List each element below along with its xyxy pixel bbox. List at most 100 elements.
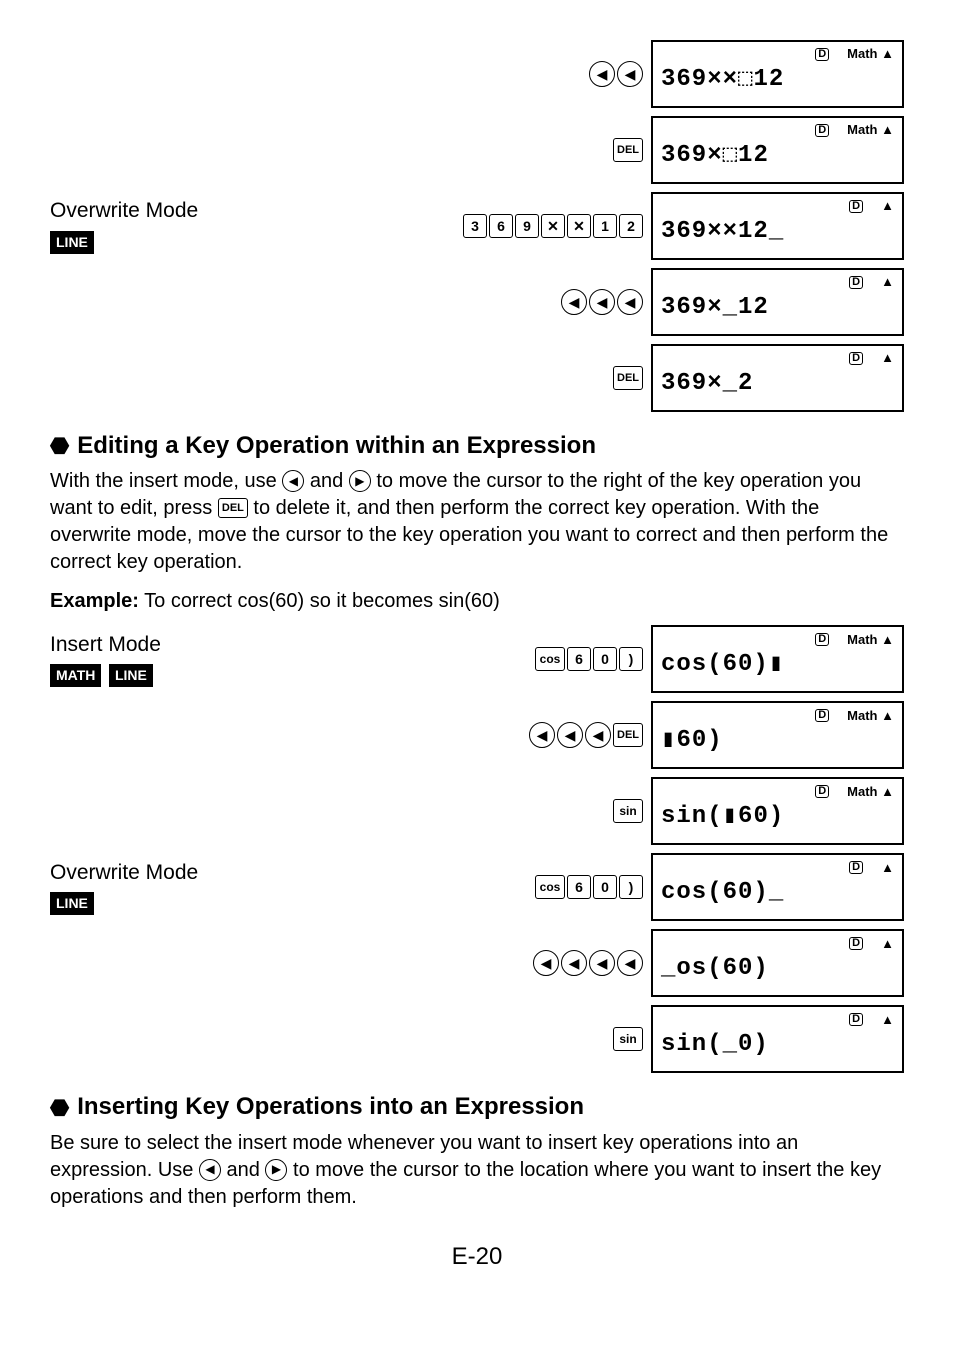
key-sequence: ◀ ◀ ◀ ◀ <box>400 950 651 976</box>
d-indicator: D <box>815 124 829 137</box>
mult-key: ✕ <box>541 214 565 238</box>
heading-text: Inserting Key Operations into an Express… <box>77 1091 584 1123</box>
up-indicator: ▲ <box>881 935 894 953</box>
del-key: DEL <box>613 723 643 747</box>
left-arrow-key: ◀ <box>561 289 587 315</box>
key-sequence: sin <box>400 1027 651 1051</box>
step-row: ◀ ◀ ◀ DEL D Math ▲ ▮60) <box>50 701 904 769</box>
section-heading: ⬣ Inserting Key Operations into an Expre… <box>50 1091 904 1123</box>
paragraph: Be sure to select the insert mode whenev… <box>50 1130 904 1211</box>
left-arrow-icon: ◀ <box>199 1159 221 1181</box>
calc-screen: D ▲ sin(_0) <box>651 1005 904 1073</box>
line-tag: LINE <box>109 664 153 687</box>
num-key: 9 <box>515 214 539 238</box>
mode-label: Insert Mode <box>50 631 400 659</box>
line-tag: LINE <box>50 892 94 915</box>
num-key: 0 <box>593 875 617 899</box>
right-arrow-icon: ▶ <box>265 1159 287 1181</box>
paragraph: With the insert mode, use ◀ and ▶ to mov… <box>50 468 904 576</box>
left-arrow-key: ◀ <box>585 722 611 748</box>
left-arrow-key: ◀ <box>529 722 555 748</box>
key-sequence: sin <box>400 799 651 823</box>
key-sequence: ◀ ◀ <box>400 61 651 87</box>
up-indicator: ▲ <box>881 1011 894 1029</box>
step-row: DEL D ▲ 369×_2 <box>50 344 904 412</box>
sin-key: sin <box>613 1027 643 1051</box>
step-row: ◀ ◀ ◀ D ▲ 369×_12 <box>50 268 904 336</box>
d-indicator: D <box>815 633 829 646</box>
d-indicator: D <box>849 861 863 874</box>
calc-screen: D Math ▲ sin(▮60) <box>651 777 904 845</box>
key-sequence: DEL <box>400 138 651 162</box>
calc-screen: D Math ▲ cos(60)▮ <box>651 625 904 693</box>
mode-label: Overwrite Mode <box>50 197 400 225</box>
step-row: Overwrite Mode LINE 3 6 9 ✕ ✕ 1 2 D ▲ 36… <box>50 192 904 260</box>
del-key: DEL <box>613 366 643 390</box>
screen-text: _os(60) <box>661 953 894 991</box>
math-indicator: Math ▲ <box>847 631 894 649</box>
screen-text: sin(_0) <box>661 1029 894 1067</box>
paren-key: ) <box>619 875 643 899</box>
example-text: To correct cos(60) so it becomes sin(60) <box>139 590 500 612</box>
example-line: Example: To correct cos(60) so it become… <box>50 588 904 615</box>
key-sequence: DEL <box>400 366 651 390</box>
right-arrow-icon: ▶ <box>349 470 371 492</box>
del-key: DEL <box>613 138 643 162</box>
num-key: 1 <box>593 214 617 238</box>
math-indicator: Math ▲ <box>847 783 894 801</box>
calc-screen: D Math ▲ 369×⬚12 <box>651 116 904 184</box>
left-arrow-key: ◀ <box>589 289 615 315</box>
step-row: ◀ ◀ ◀ ◀ D ▲ _os(60) <box>50 929 904 997</box>
step-row: Overwrite Mode LINE cos 6 0 ) D ▲ cos(60… <box>50 853 904 921</box>
left-arrow-key: ◀ <box>557 722 583 748</box>
example-label: Example: <box>50 590 139 612</box>
calc-screen: D ▲ cos(60)_ <box>651 853 904 921</box>
cos-key: cos <box>535 647 565 671</box>
mode-label: Overwrite Mode <box>50 859 400 887</box>
step-row: sin D Math ▲ sin(▮60) <box>50 777 904 845</box>
paren-key: ) <box>619 647 643 671</box>
del-key-inline: DEL <box>218 498 248 518</box>
bullet-icon: ⬣ <box>50 431 69 461</box>
mult-key: ✕ <box>567 214 591 238</box>
num-key: 6 <box>567 875 591 899</box>
left-arrow-key: ◀ <box>617 61 643 87</box>
line-tag: LINE <box>50 231 94 254</box>
num-key: 6 <box>567 647 591 671</box>
calc-screen: D Math ▲ ▮60) <box>651 701 904 769</box>
calc-screen: D Math ▲ 369××⬚12 <box>651 40 904 108</box>
left-arrow-key: ◀ <box>533 950 559 976</box>
left-arrow-key: ◀ <box>561 950 587 976</box>
d-indicator: D <box>849 352 863 365</box>
screen-text: 369××⬚12 <box>661 64 894 102</box>
d-indicator: D <box>815 785 829 798</box>
d-indicator: D <box>815 48 829 61</box>
left-arrow-key: ◀ <box>617 950 643 976</box>
d-indicator: D <box>849 200 863 213</box>
screen-text: 369×_12 <box>661 292 894 330</box>
key-sequence: ◀ ◀ ◀ DEL <box>400 722 651 748</box>
num-key: 6 <box>489 214 513 238</box>
screen-text: ▮60) <box>661 725 894 763</box>
calc-screen: D ▲ 369×_2 <box>651 344 904 412</box>
calc-screen: D ▲ 369×_12 <box>651 268 904 336</box>
math-indicator: Math ▲ <box>847 121 894 139</box>
cos-key: cos <box>535 875 565 899</box>
step-row: DEL D Math ▲ 369×⬚12 <box>50 116 904 184</box>
up-indicator: ▲ <box>881 273 894 291</box>
section-heading: ⬣ Editing a Key Operation within an Expr… <box>50 430 904 462</box>
left-arrow-key: ◀ <box>617 289 643 315</box>
num-key: 2 <box>619 214 643 238</box>
sin-key: sin <box>613 799 643 823</box>
step-row: sin D ▲ sin(_0) <box>50 1005 904 1073</box>
screen-text: cos(60)▮ <box>661 649 894 687</box>
left-arrow-key: ◀ <box>589 61 615 87</box>
math-indicator: Math ▲ <box>847 45 894 63</box>
left-arrow-icon: ◀ <box>282 470 304 492</box>
num-key: 3 <box>463 214 487 238</box>
key-sequence: cos 6 0 ) <box>400 875 651 899</box>
key-sequence: 3 6 9 ✕ ✕ 1 2 <box>400 214 651 238</box>
step-row: Insert Mode MATH LINE cos 6 0 ) D Math ▲… <box>50 625 904 693</box>
left-arrow-key: ◀ <box>589 950 615 976</box>
num-key: 0 <box>593 647 617 671</box>
